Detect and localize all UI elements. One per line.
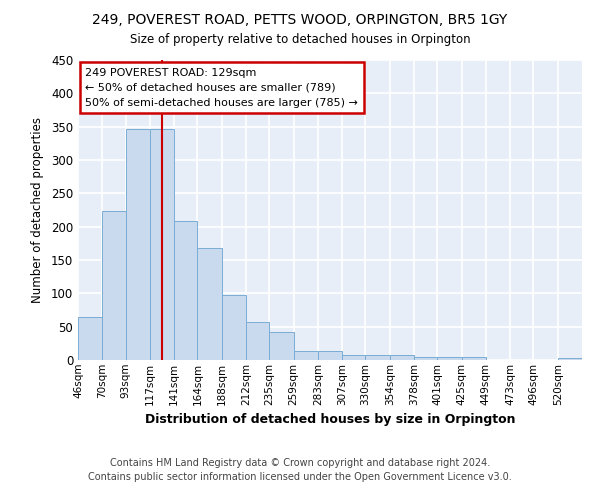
Bar xyxy=(269,332,293,360)
Bar xyxy=(174,222,197,360)
X-axis label: Distribution of detached houses by size in Orpington: Distribution of detached houses by size … xyxy=(145,413,515,426)
Bar xyxy=(318,350,342,360)
Y-axis label: Number of detached properties: Number of detached properties xyxy=(31,117,44,303)
Bar xyxy=(246,322,269,360)
Bar xyxy=(365,356,390,360)
Text: 249 POVEREST ROAD: 129sqm
← 50% of detached houses are smaller (789)
50% of semi: 249 POVEREST ROAD: 129sqm ← 50% of detac… xyxy=(85,68,358,108)
Bar xyxy=(461,356,486,360)
Bar xyxy=(414,356,437,360)
Bar xyxy=(125,130,150,360)
Bar xyxy=(558,358,582,360)
Text: 249, POVEREST ROAD, PETTS WOOD, ORPINGTON, BR5 1GY: 249, POVEREST ROAD, PETTS WOOD, ORPINGTO… xyxy=(92,12,508,26)
Bar xyxy=(197,248,222,360)
Bar xyxy=(342,356,365,360)
Bar xyxy=(150,130,174,360)
Bar xyxy=(437,356,461,360)
Bar xyxy=(102,212,125,360)
Text: Size of property relative to detached houses in Orpington: Size of property relative to detached ho… xyxy=(130,32,470,46)
Text: Contains public sector information licensed under the Open Government Licence v3: Contains public sector information licen… xyxy=(88,472,512,482)
Bar xyxy=(78,316,102,360)
Bar xyxy=(222,296,246,360)
Bar xyxy=(390,356,414,360)
Text: Contains HM Land Registry data © Crown copyright and database right 2024.: Contains HM Land Registry data © Crown c… xyxy=(110,458,490,468)
Bar xyxy=(293,350,318,360)
